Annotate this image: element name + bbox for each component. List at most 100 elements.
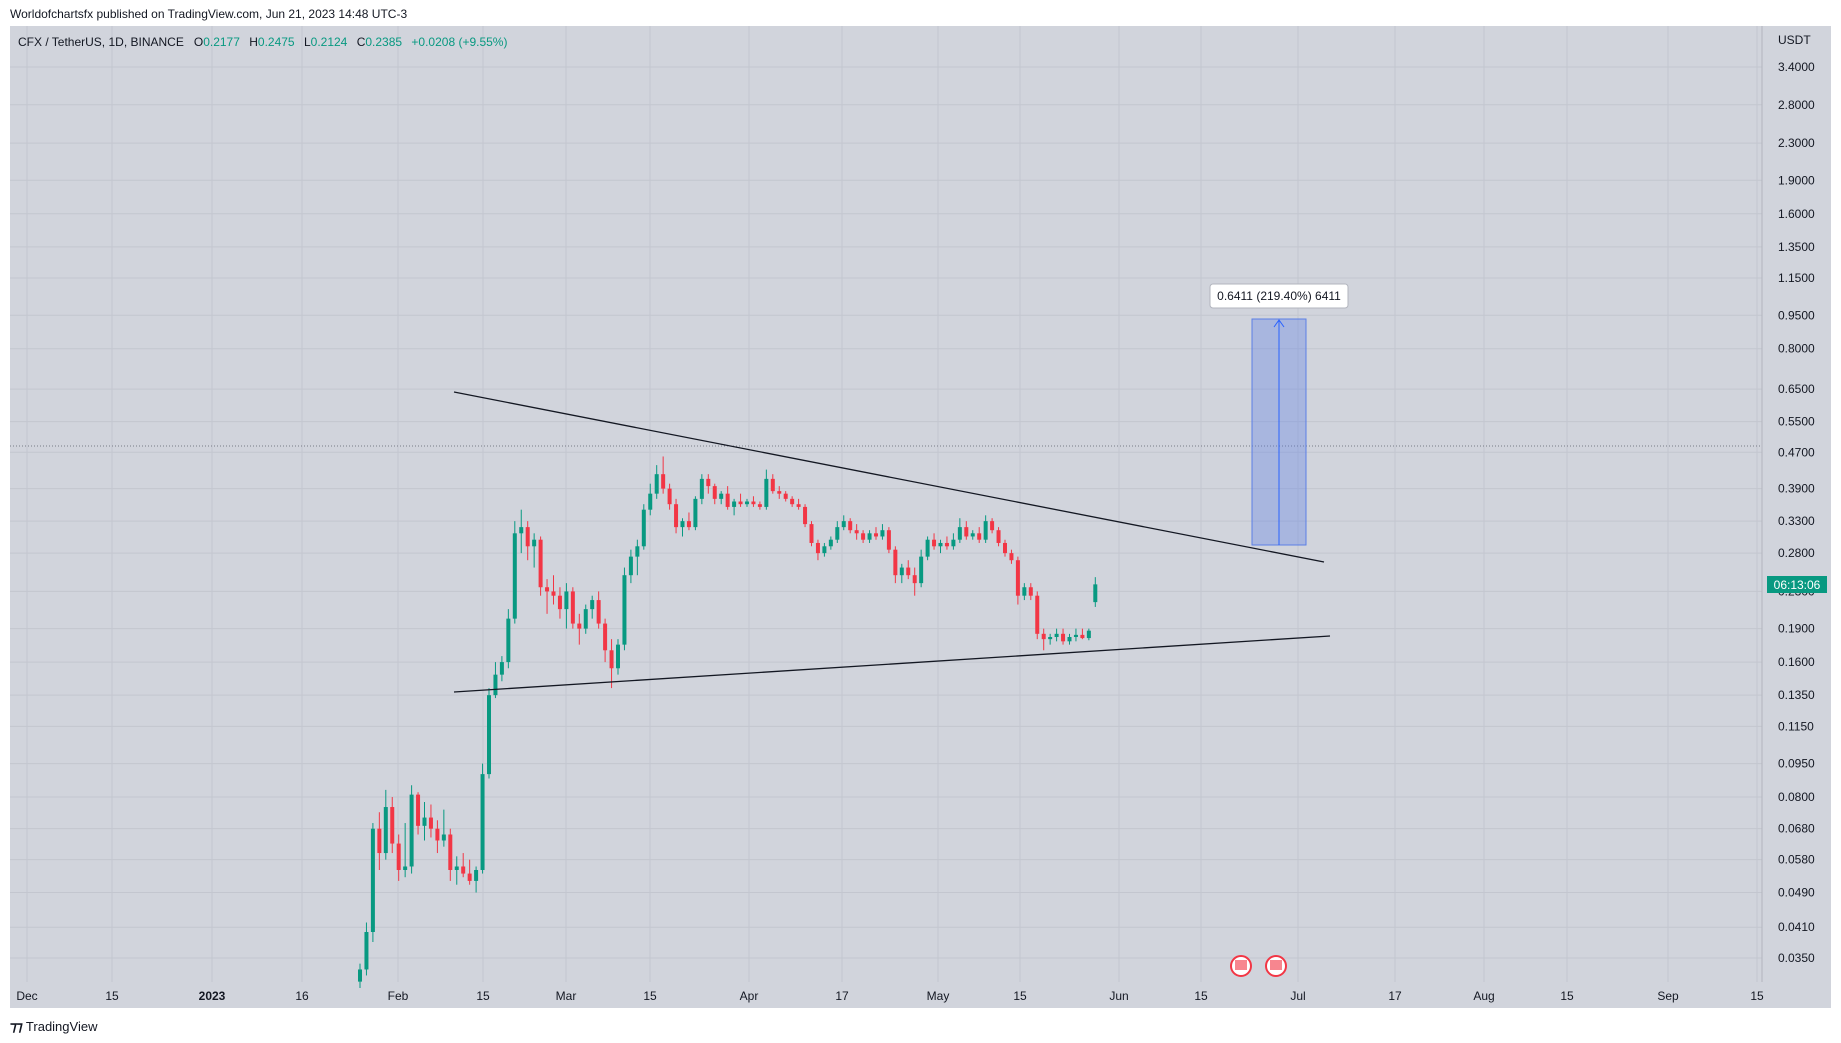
candle-body[interactable] — [370, 828, 375, 933]
candle-body[interactable] — [596, 600, 601, 624]
candle-body[interactable] — [732, 501, 737, 507]
candle-body[interactable] — [603, 623, 608, 651]
candle-body[interactable] — [493, 674, 498, 696]
candle-body[interactable] — [545, 587, 550, 592]
candle-body[interactable] — [970, 533, 975, 537]
candle-body[interactable] — [751, 501, 756, 505]
candle-body[interactable] — [448, 834, 453, 870]
candle-body[interactable] — [680, 521, 685, 528]
candle-body[interactable] — [712, 486, 717, 499]
candle-body[interactable] — [938, 542, 943, 547]
candle-body[interactable] — [422, 817, 427, 826]
candle-body[interactable] — [822, 546, 827, 554]
candle-body[interactable] — [557, 595, 562, 610]
candle-body[interactable] — [609, 650, 614, 669]
candle-body[interactable] — [706, 478, 711, 487]
candle-body[interactable] — [648, 493, 653, 510]
candle-body[interactable] — [770, 478, 775, 492]
candle-body[interactable] — [661, 474, 666, 489]
symbol-name[interactable]: CFX / TetherUS, 1D, BINANCE — [18, 35, 184, 49]
candle-body[interactable] — [867, 533, 872, 540]
candle-body[interactable] — [738, 501, 743, 505]
candle-body[interactable] — [699, 478, 704, 499]
candle-body[interactable] — [506, 618, 511, 663]
candle-body[interactable] — [841, 521, 846, 528]
candle-body[interactable] — [725, 493, 730, 507]
candle-body[interactable] — [441, 834, 446, 841]
candle-body[interactable] — [532, 539, 537, 547]
candle-body[interactable] — [570, 591, 575, 624]
candle-body[interactable] — [835, 527, 840, 540]
chart-area[interactable] — [10, 26, 1831, 1008]
candle-body[interactable] — [1086, 630, 1091, 639]
candle-body[interactable] — [674, 504, 679, 528]
candle-body[interactable] — [893, 549, 898, 576]
candle-body[interactable] — [519, 527, 524, 534]
candle-body[interactable] — [622, 575, 627, 645]
candle-body[interactable] — [880, 530, 885, 537]
candle-body[interactable] — [990, 521, 995, 531]
candle-body[interactable] — [1061, 633, 1066, 642]
candle-body[interactable] — [693, 498, 698, 528]
upper-trendline[interactable] — [453, 391, 1325, 563]
candle-body[interactable] — [932, 539, 937, 547]
candle-body[interactable] — [983, 521, 988, 540]
candle-body[interactable] — [686, 521, 691, 528]
candle-body[interactable] — [635, 546, 640, 557]
candle-body[interactable] — [525, 527, 530, 547]
candle-body[interactable] — [783, 493, 788, 499]
candle-body[interactable] — [861, 533, 866, 540]
candle-body[interactable] — [1080, 634, 1085, 639]
candle-body[interactable] — [1028, 587, 1033, 596]
candle-body[interactable] — [616, 644, 620, 669]
candle-body[interactable] — [1054, 633, 1059, 637]
candle-body[interactable] — [641, 509, 646, 547]
candle-body[interactable] — [583, 609, 588, 629]
candle-body[interactable] — [828, 539, 833, 547]
candle-body[interactable] — [1067, 636, 1072, 642]
candle-body[interactable] — [925, 539, 930, 557]
candle-body[interactable] — [577, 623, 582, 629]
candle-body[interactable] — [809, 524, 814, 543]
candle-body[interactable] — [538, 539, 543, 588]
candle-body[interactable] — [383, 807, 388, 854]
candle-body[interactable] — [512, 533, 517, 619]
candle-body[interactable] — [409, 794, 414, 867]
candle-body[interactable] — [919, 556, 924, 584]
candle-body[interactable] — [416, 794, 421, 826]
candle-body[interactable] — [364, 932, 369, 970]
candle-body[interactable] — [1015, 560, 1020, 596]
candle-body[interactable] — [480, 774, 485, 870]
candle-body[interactable] — [551, 591, 556, 596]
candle-body[interactable] — [886, 530, 891, 550]
candle-body[interactable] — [1009, 553, 1014, 561]
candle-body[interactable] — [764, 478, 769, 507]
candle-body[interactable] — [912, 575, 917, 584]
footer-brand[interactable]: ⁊⁊ TradingView — [10, 1018, 97, 1035]
candle-body[interactable] — [396, 843, 401, 870]
candle-body[interactable] — [390, 807, 395, 844]
candle-body[interactable] — [757, 504, 762, 507]
candle-body[interactable] — [590, 600, 595, 610]
candle-body[interactable] — [944, 542, 949, 547]
candle-body[interactable] — [874, 533, 878, 537]
candle-body[interactable] — [358, 969, 362, 982]
candle-body[interactable] — [467, 873, 472, 881]
candle-body[interactable] — [790, 498, 795, 505]
candle-body[interactable] — [977, 533, 982, 540]
candle-body[interactable] — [1048, 636, 1053, 640]
candle-body[interactable] — [1073, 634, 1078, 637]
candle-body[interactable] — [854, 530, 859, 534]
candle-body[interactable] — [461, 866, 466, 874]
candle-body[interactable] — [906, 567, 911, 576]
candle-body[interactable] — [899, 567, 904, 576]
candle-body[interactable] — [564, 591, 569, 610]
candle-body[interactable] — [474, 869, 479, 881]
candle-body[interactable] — [848, 521, 853, 531]
candle-body[interactable] — [403, 866, 408, 870]
candle-body[interactable] — [719, 493, 724, 499]
candle-body[interactable] — [435, 828, 440, 841]
candle-body[interactable] — [667, 488, 672, 505]
candle-body[interactable] — [487, 695, 491, 775]
candle-body[interactable] — [951, 539, 956, 547]
